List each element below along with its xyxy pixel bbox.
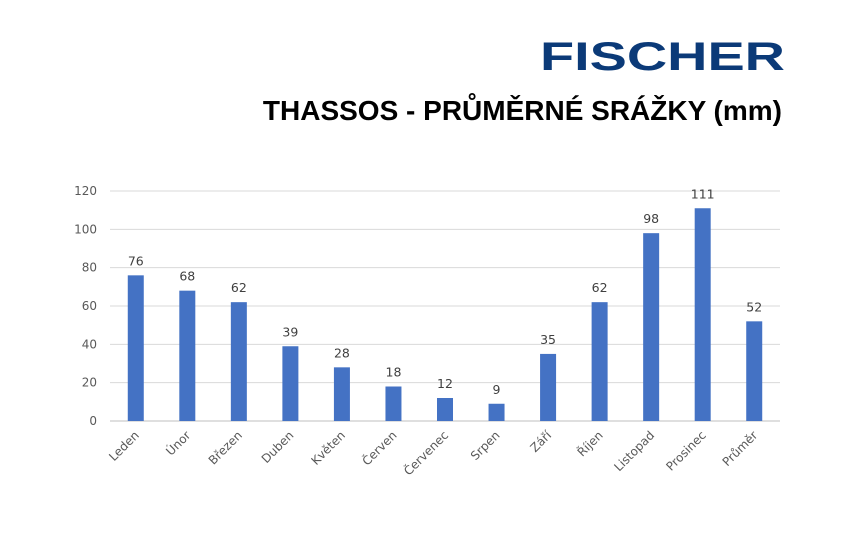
data-labels: 76 68 62 39 28 18 12 9 35 62 98 111 52 xyxy=(128,186,762,397)
y-tick-label: 80 xyxy=(82,261,97,275)
svg-text:FISCHER: FISCHER xyxy=(540,35,785,78)
x-tick-label: Únor xyxy=(163,427,194,458)
x-axis: Leden Únor Březen Duben Květen Červen Červenec… xyxy=(106,427,760,478)
gridlines xyxy=(110,190,780,422)
bar xyxy=(540,353,557,421)
data-label: 18 xyxy=(386,365,402,380)
bar xyxy=(488,403,505,421)
x-tick-label: Říjen xyxy=(574,428,606,460)
data-label: 35 xyxy=(540,332,556,347)
data-label: 52 xyxy=(746,299,762,314)
y-tick-label: 120 xyxy=(74,184,97,198)
data-label: 98 xyxy=(643,211,659,226)
bar xyxy=(230,302,247,421)
data-label: 62 xyxy=(592,280,608,295)
bar xyxy=(282,346,299,421)
y-tick-label: 20 xyxy=(82,376,97,390)
data-label: 111 xyxy=(691,186,715,201)
data-label: 28 xyxy=(334,345,350,360)
x-tick-label: Září xyxy=(527,428,554,455)
data-label: 12 xyxy=(437,376,453,391)
data-label: 76 xyxy=(128,253,144,268)
data-label: 39 xyxy=(282,324,298,339)
y-axis: 0 20 40 60 80 100 120 xyxy=(74,184,97,428)
x-tick-label: Listopad xyxy=(611,428,657,474)
chart-title: THASSOS - PRŮMĚRNÉ SRÁŽKY (mm) xyxy=(262,95,782,126)
y-tick-label: 100 xyxy=(74,222,97,236)
x-tick-label: Prosinec xyxy=(663,428,708,473)
bar xyxy=(591,302,608,421)
x-tick-label: Březen xyxy=(206,428,245,467)
data-label: 9 xyxy=(493,382,501,397)
bar xyxy=(333,367,350,421)
bar xyxy=(746,321,763,421)
data-label: 68 xyxy=(179,269,195,284)
bar xyxy=(643,233,660,421)
bar xyxy=(127,275,144,421)
x-tick-label: Červen xyxy=(359,428,400,469)
y-tick-label: 60 xyxy=(82,299,97,313)
data-label: 62 xyxy=(231,280,247,295)
y-tick-label: 0 xyxy=(89,414,97,428)
x-tick-label: Květen xyxy=(308,428,348,468)
x-tick-label: Leden xyxy=(106,428,142,464)
bar xyxy=(179,290,196,421)
y-tick-label: 40 xyxy=(82,337,97,351)
x-tick-label: Duben xyxy=(259,428,297,466)
bars xyxy=(127,208,763,421)
x-tick-label: Červenec xyxy=(400,428,451,479)
fischer-logo: FISCHER xyxy=(540,35,785,78)
x-tick-label: Srpen xyxy=(468,428,503,463)
bar xyxy=(694,208,711,421)
x-tick-label: Průměr xyxy=(720,428,761,469)
bar xyxy=(437,398,453,421)
bar xyxy=(385,386,402,421)
